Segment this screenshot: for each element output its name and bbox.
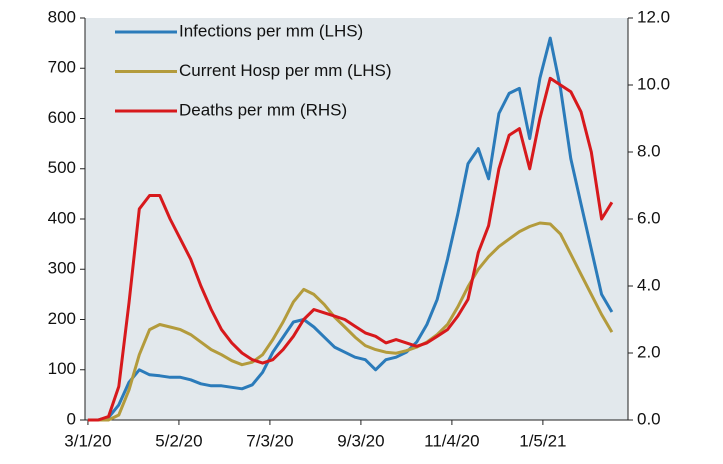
y2-tick-label: 8.0: [637, 141, 661, 160]
x-tick-label: 5/2/20: [155, 431, 202, 450]
y2-tick-label: 4.0: [637, 275, 661, 294]
y-tick-label: 200: [48, 309, 76, 328]
y-tick-label: 300: [48, 259, 76, 278]
y2-tick-label: 0.0: [637, 409, 661, 428]
y2-tick-label: 6.0: [637, 208, 661, 227]
series-line: [87, 76, 614, 422]
series-line: [87, 36, 614, 422]
y2-tick-label: 2.0: [637, 342, 661, 361]
y-tick-label: 400: [48, 208, 76, 227]
y-tick-label: 500: [48, 158, 76, 177]
x-tick-label: 1/5/21: [519, 431, 566, 450]
y-tick-label: 0: [67, 409, 76, 428]
x-tick-label: 9/3/20: [337, 431, 384, 450]
y-tick-label: 700: [48, 58, 76, 77]
x-tick-label: 7/3/20: [246, 431, 293, 450]
x-tick-label: 3/1/20: [64, 431, 111, 450]
y2-tick-label: 10.0: [637, 74, 670, 93]
y-tick-label: 800: [48, 7, 76, 26]
legend-label: Current Hosp per mm (LHS): [179, 61, 392, 80]
y-tick-label: 600: [48, 108, 76, 127]
legend-label: Deaths per mm (RHS): [179, 100, 347, 119]
y2-tick-label: 12.0: [637, 7, 670, 26]
legend-label: Infections per mm (LHS): [179, 21, 363, 40]
series-line: [87, 221, 614, 422]
y-tick-label: 100: [48, 359, 76, 378]
x-tick-label: 11/4/20: [424, 431, 479, 450]
